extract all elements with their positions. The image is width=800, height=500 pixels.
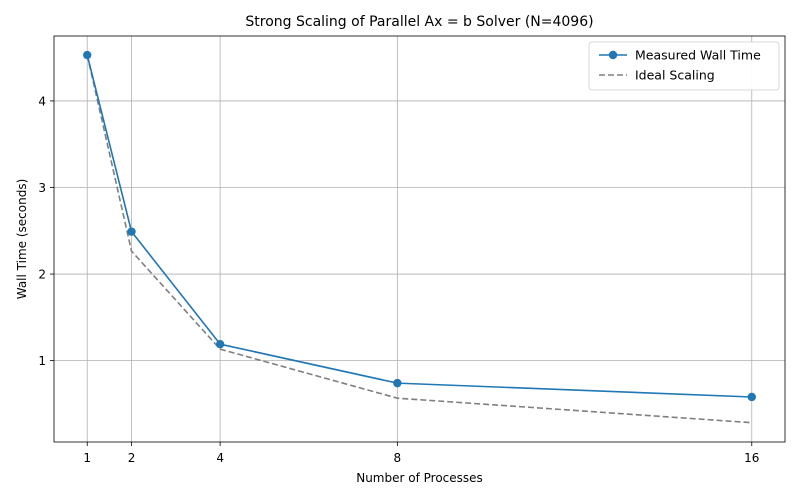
measured-wall-time-point [215,339,225,349]
x-axis-label: Number of Processes [356,471,483,485]
measured-wall-time-point [747,392,756,402]
legend-box [588,41,780,91]
measured-wall-time-point [393,378,402,388]
measured-wall-time-point [127,227,136,236]
chart-title: Strong Scaling of Parallel Ax = b Solver… [245,14,593,30]
y-tick-label: 4 [38,94,46,108]
plot-area-frame [53,35,786,443]
grid-lines [54,36,785,442]
y-tick-label: 1 [38,354,46,368]
axis-ticks: 1 2 4 8 16 1 2 3 4 [38,94,759,465]
ideal-scaling-line [86,54,752,424]
y-axis-label: Wall Time (seconds) [15,179,29,300]
x-tick-label: 4 [216,451,224,465]
x-tick-label: 8 [394,451,402,465]
x-tick-label: 16 [744,451,759,465]
legend-measured-marker-icon [608,50,618,60]
legend-measured-label: Measured Wall Time [635,48,761,63]
measured-wall-time-point [83,50,92,60]
x-tick-label: 1 [83,451,91,465]
legend: Measured Wall Time Ideal Scaling [588,41,780,91]
series-layer [83,50,756,424]
x-tick-label: 2 [128,451,136,465]
legend-ideal-label: Ideal Scaling [635,68,715,83]
y-tick-label: 3 [38,181,46,195]
y-tick-label: 2 [38,268,46,282]
